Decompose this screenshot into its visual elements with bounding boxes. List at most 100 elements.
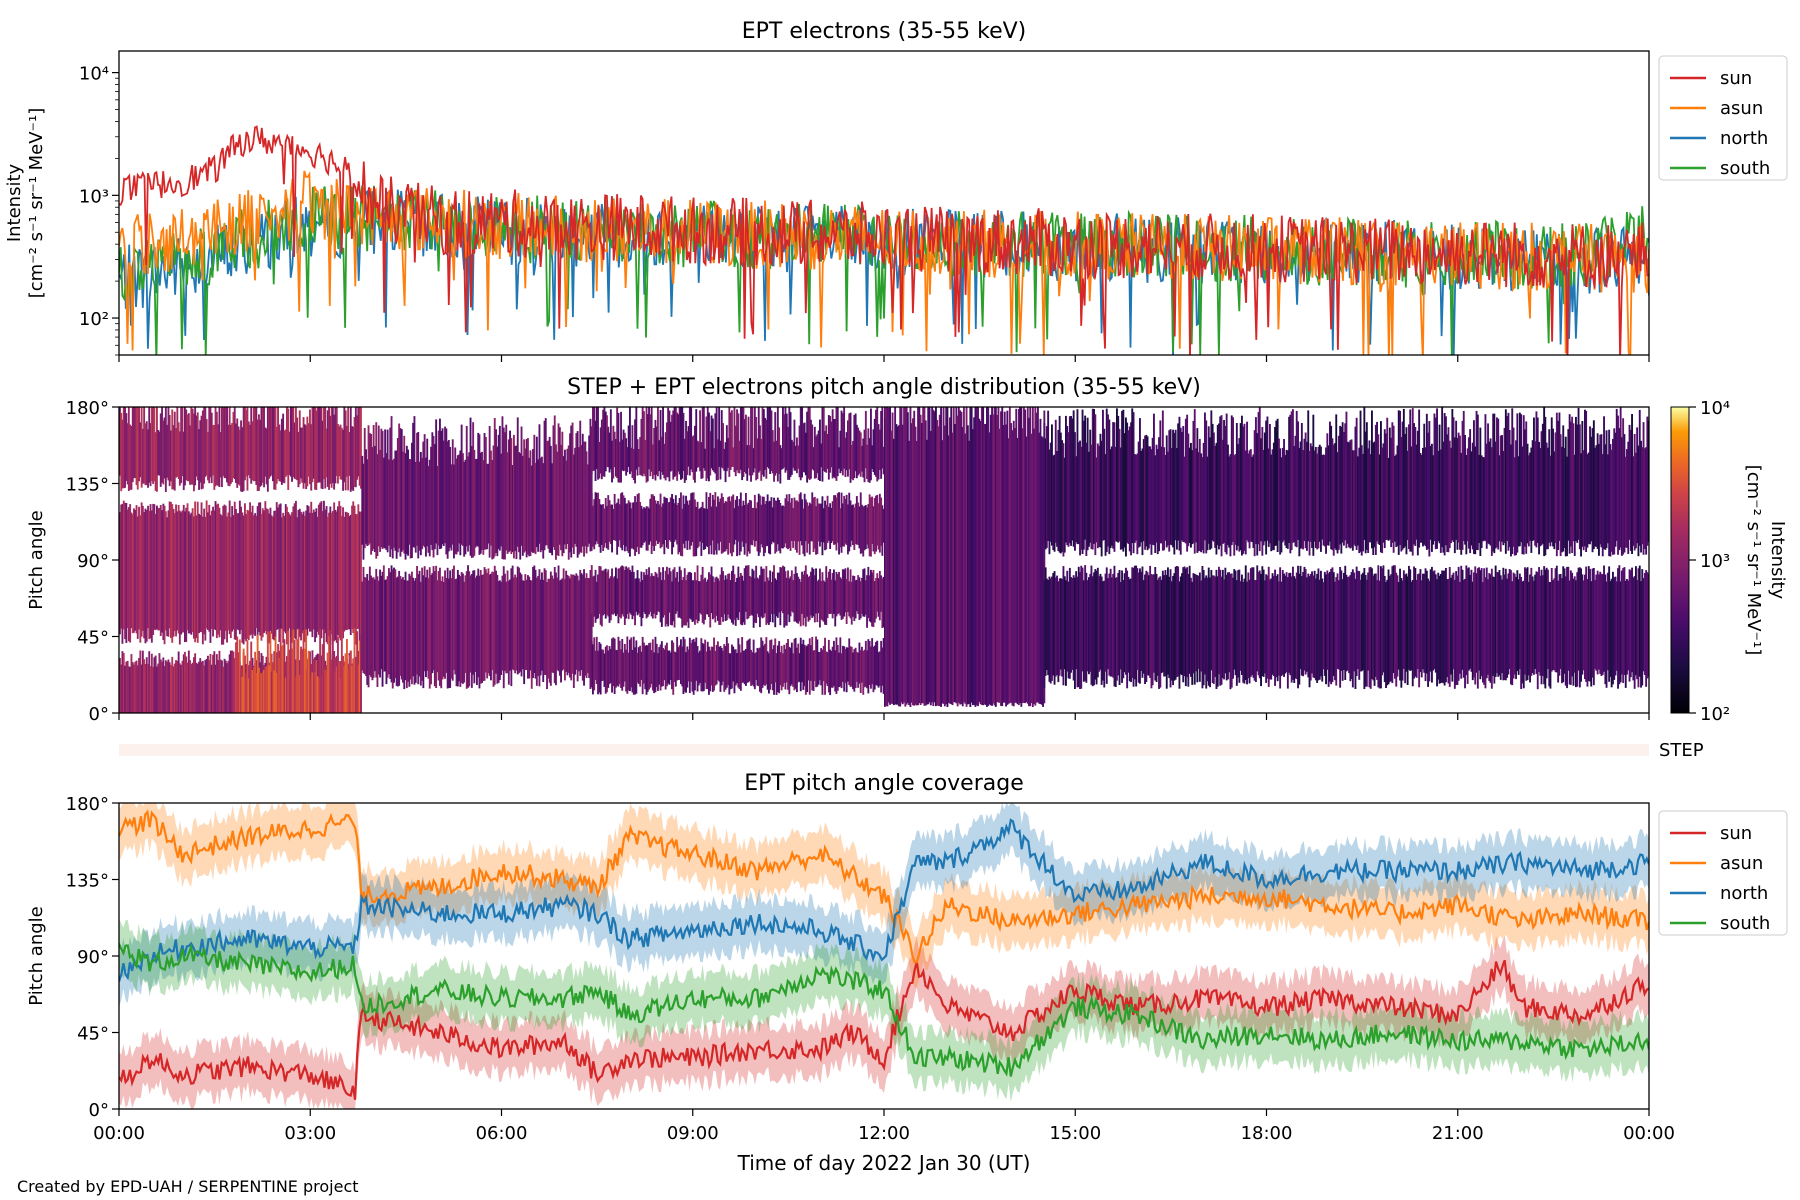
heatmap-cell [1221, 569, 1224, 678]
heatmap-cell [1080, 565, 1083, 689]
heatmap-cell [1357, 570, 1359, 670]
heatmap-cell [870, 646, 872, 689]
heatmap-cell [1390, 437, 1393, 548]
heatmap-cell [303, 424, 306, 484]
heatmap-cell [1504, 568, 1507, 681]
heatmap-cell [1572, 423, 1575, 542]
heatmap-cell [1130, 422, 1132, 556]
heatmap-cell [233, 501, 236, 640]
heatmap-cell [1114, 446, 1117, 542]
heatmap-cell [592, 644, 594, 695]
heatmap-cell [1419, 569, 1422, 673]
heatmap-cell [1168, 430, 1171, 552]
heatmap-cell [704, 639, 707, 683]
heatmap-cell [1533, 580, 1535, 675]
heatmap-cell [643, 411, 645, 474]
heatmap-cell [1163, 575, 1166, 677]
heatmap-cell [495, 570, 497, 674]
heatmap-cell [706, 407, 709, 479]
heatmap-cell [688, 500, 691, 550]
heatmap-cell [219, 659, 222, 713]
heatmap-cell [1354, 426, 1357, 547]
heatmap-cell [191, 508, 194, 633]
heatmap-cell [996, 415, 999, 702]
heatmap-cell [1534, 441, 1537, 546]
heatmap-cell [1014, 428, 1016, 703]
legend-box [1658, 810, 1788, 936]
heatmap-cell [1105, 408, 1108, 552]
heatmap-cell [1520, 577, 1523, 689]
heatmap-cell [1450, 447, 1452, 544]
heatmap-cell [289, 637, 292, 713]
heatmap-cell [746, 640, 749, 683]
heatmap-cell [579, 420, 582, 553]
heatmap-cell [646, 645, 649, 692]
heatmap-cell [226, 407, 228, 483]
heatmap-cell [1544, 569, 1547, 689]
heatmap-cell [1567, 429, 1570, 541]
heatmap-cell [880, 497, 883, 546]
heatmap-cell [1252, 567, 1255, 678]
y-tick-label: 180° [66, 794, 109, 815]
heatmap-cell [993, 407, 996, 706]
heatmap-cell [1582, 450, 1585, 551]
heatmap-cell [534, 462, 537, 555]
heatmap-cell [1159, 420, 1162, 544]
heatmap-cell [1539, 448, 1542, 547]
heatmap-cell [282, 644, 285, 713]
heatmap-cell [1190, 442, 1192, 548]
heatmap-cell [644, 575, 647, 614]
heatmap-cell [533, 565, 536, 674]
heatmap-cell [1047, 410, 1050, 541]
heatmap-cell [1399, 568, 1401, 681]
heatmap-cell [1228, 456, 1231, 548]
panel1-x-ticks [118, 355, 1650, 362]
heatmap-cell [441, 428, 444, 545]
heatmap-cell [1388, 575, 1391, 682]
heatmap-cell [190, 407, 193, 485]
heatmap-cell [578, 580, 580, 672]
heatmap-cell [634, 496, 636, 556]
heatmap-cell [488, 426, 491, 558]
heatmap-cell [810, 571, 812, 616]
heatmap-cell [790, 642, 793, 685]
heatmap-cell [810, 419, 812, 479]
heatmap-cell [1330, 425, 1333, 550]
heatmap-cell [200, 661, 203, 713]
heatmap-cell [495, 429, 497, 554]
heatmap-cell [1462, 579, 1465, 678]
heatmap-cell [1285, 572, 1288, 673]
heatmap-cell [298, 410, 301, 485]
heatmap-cell [431, 573, 434, 674]
heatmap-cell [265, 666, 268, 713]
heatmap-cell [866, 650, 868, 689]
heatmap-cell [404, 453, 407, 560]
heatmap-cell [718, 501, 721, 551]
heatmap-cell [597, 407, 599, 480]
heatmap-cell [241, 427, 244, 492]
heatmap-cell [1438, 575, 1441, 684]
heatmap-cell [776, 497, 779, 545]
heatmap-cell [228, 407, 231, 487]
heatmap-cell [658, 567, 661, 613]
heatmap-cell [1576, 572, 1579, 687]
heatmap-cell [1581, 421, 1584, 547]
heatmap-cell [1167, 451, 1169, 546]
heatmap-cell [677, 647, 680, 680]
heatmap-cell [270, 407, 273, 476]
heatmap-cell [1415, 580, 1418, 678]
heatmap-cell [1476, 568, 1479, 689]
heatmap-cell [186, 503, 189, 631]
heatmap-cell [201, 660, 204, 713]
heatmap-cell [1450, 577, 1452, 675]
heatmap-cell [454, 579, 457, 675]
heatmap-cell [705, 651, 708, 690]
heatmap-cell [1571, 572, 1574, 677]
heatmap-cell [1510, 444, 1512, 557]
heatmap-cell [166, 517, 169, 637]
heatmap-cell [806, 502, 809, 553]
heatmap-cell [1372, 575, 1375, 681]
heatmap-cell [629, 502, 631, 557]
heatmap-cell [252, 407, 255, 482]
heatmap-cell [602, 409, 605, 477]
